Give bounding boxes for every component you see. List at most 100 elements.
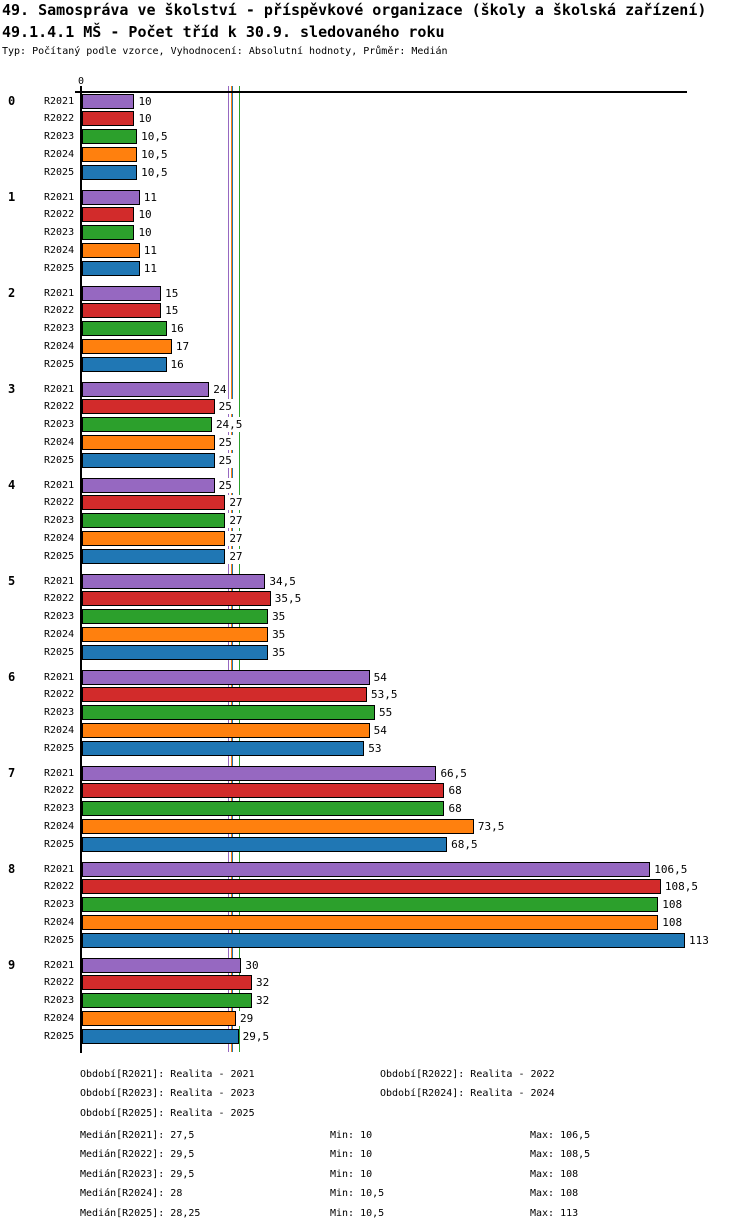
series-label: R2025: [44, 646, 75, 658]
series-label: R2024: [44, 340, 75, 352]
legend-max-2023: Max: 108: [530, 1168, 579, 1180]
bar-R2025-group-2: [82, 356, 167, 372]
bar-R2022-group-1: [82, 207, 135, 223]
bar-value-label: 106,5: [653, 861, 689, 877]
bar-R2022-group-5: [82, 591, 271, 607]
bar-R2025-group-3: [82, 452, 215, 468]
legend-median-2022: Medián[R2022]: 29,5: [80, 1149, 195, 1161]
bar-value-label: 29: [239, 1010, 255, 1026]
bar-R2022-group-3: [82, 399, 215, 415]
bar-value-label: 53: [367, 740, 383, 756]
series-label: R2025: [44, 166, 75, 178]
series-label: R2023: [44, 131, 75, 143]
legend-period-2022: Období[R2022]: Realita - 2022: [380, 1069, 555, 1080]
y-axis-line: [80, 86, 82, 1053]
legend-median-2023: Medián[R2023]: 29,5: [80, 1168, 195, 1180]
category-label: 9: [8, 957, 16, 972]
bar-R2025-group-0: [82, 164, 138, 180]
bar-R2022-group-4: [82, 495, 226, 511]
series-label: R2025: [44, 358, 75, 370]
bar-value-label: 32: [255, 993, 271, 1009]
bar-R2023-group-4: [82, 513, 226, 529]
bar-value-label: 10,5: [140, 129, 169, 145]
bar-R2024-group-8: [82, 914, 659, 930]
bar-value-label: 25: [217, 452, 233, 468]
series-label: R2024: [44, 820, 75, 832]
bar-value-label: 29,5: [241, 1028, 271, 1044]
series-label: R2022: [44, 593, 75, 605]
bar-value-label: 10,5: [140, 164, 169, 180]
series-label: R2024: [44, 436, 75, 448]
bar-R2023-group-9: [82, 993, 253, 1009]
category-label: 7: [8, 765, 16, 780]
legend-min-2021: Min: 10: [330, 1130, 373, 1141]
bar-R2025-group-5: [82, 644, 269, 660]
bar-value-label: 113: [687, 932, 710, 948]
legend-period-2024: Období[R2024]: Realita - 2024: [380, 1088, 555, 1100]
bar-R2022-group-7: [82, 783, 445, 799]
bar-R2024-group-7: [82, 818, 474, 834]
bar-R2023-group-2: [82, 321, 167, 337]
bar-value-label: 15: [164, 303, 180, 319]
series-label: R2024: [44, 532, 75, 544]
bar-value-label: 30: [244, 957, 260, 973]
legend-max-2025: Max: 113: [530, 1207, 579, 1219]
series-label: R2022: [44, 881, 75, 893]
bar-R2021-group-8: [82, 861, 651, 877]
bar-R2021-group-6: [82, 669, 370, 685]
bar-R2023-group-1: [82, 225, 135, 241]
bar-R2024-group-0: [82, 146, 138, 162]
bar-value-label: 11: [142, 189, 159, 205]
series-label: R2023: [44, 419, 75, 431]
bar-R2025-group-8: [82, 932, 685, 948]
series-label: R2023: [44, 707, 75, 719]
bar-R2024-group-3: [82, 434, 215, 450]
series-label: R2021: [44, 671, 75, 683]
series-label: R2021: [44, 287, 75, 299]
bar-value-label: 68,5: [450, 836, 479, 852]
bar-value-label: 10: [137, 225, 153, 241]
series-label: R2021: [44, 479, 75, 491]
bar-value-label: 108: [661, 897, 684, 913]
bar-value-label: 108,5: [663, 879, 700, 895]
legend-period-2025: Období[R2025]: Realita - 2025: [80, 1107, 255, 1119]
bar-value-label: 16: [169, 356, 185, 372]
median-line-R2024: [230, 86, 233, 1052]
bar-R2021-group-4: [82, 477, 215, 493]
category-label: 2: [8, 285, 16, 300]
category-label: 0: [8, 93, 16, 108]
bar-value-label: 66,5: [439, 765, 468, 781]
series-label: R2022: [44, 401, 75, 413]
bar-R2021-group-5: [82, 573, 266, 589]
bar-R2022-group-0: [82, 111, 135, 127]
series-label: R2023: [44, 995, 75, 1007]
bar-value-label: 10,5: [140, 146, 169, 162]
x-axis-zero-label: 0: [77, 76, 85, 87]
bar-value-label: 15: [164, 285, 180, 301]
legend-period-2023: Období[R2023]: Realita - 2023: [80, 1088, 255, 1100]
bar-R2022-group-2: [82, 303, 162, 319]
bar-value-label: 32: [255, 975, 271, 991]
x-axis-line: [75, 91, 687, 93]
bar-R2023-group-7: [82, 801, 445, 817]
bar-R2023-group-8: [82, 897, 659, 913]
legend-max-2021: Max: 106,5: [530, 1130, 591, 1141]
series-label: R2025: [44, 742, 75, 754]
category-label: 3: [8, 381, 16, 396]
bar-R2021-group-0: [82, 93, 135, 109]
bar-value-label: 53,5: [369, 687, 399, 703]
category-label: 8: [8, 861, 16, 876]
series-label: R2025: [44, 262, 75, 274]
bar-value-label: 68: [447, 783, 463, 799]
bar-R2021-group-9: [82, 957, 242, 973]
bar-R2025-group-1: [82, 260, 140, 276]
legend-period-2021: Období[R2021]: Realita - 2021: [80, 1069, 255, 1080]
bar-R2021-group-1: [82, 189, 140, 205]
bar-R2021-group-3: [82, 381, 210, 397]
bar-value-label: 17: [174, 338, 191, 354]
bar-R2024-group-5: [82, 626, 269, 642]
series-label: R2025: [44, 838, 75, 850]
bar-value-label: 10: [137, 111, 153, 127]
legend-min-2023: Min: 10: [330, 1168, 373, 1180]
